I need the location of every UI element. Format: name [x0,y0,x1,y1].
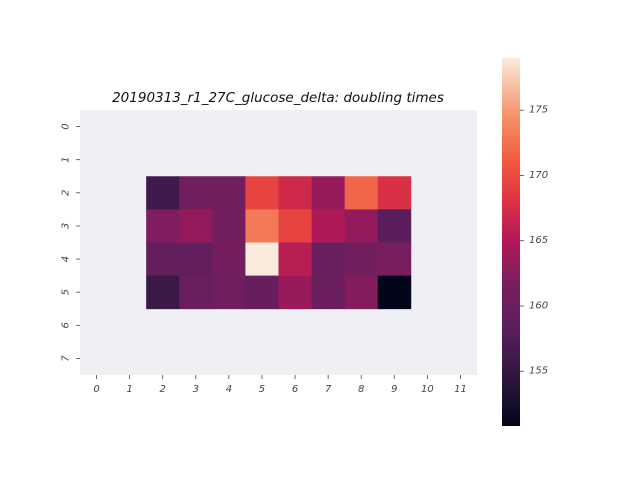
heatmap-cell-r3-c5 [245,209,279,243]
colorbar-tick-label: 170 [529,170,548,181]
heatmap-cell-r2-c8 [344,176,379,210]
heatmap-cell-r2-c2 [146,176,180,210]
heatmap-cell-r5-c8 [344,275,379,310]
colorbar-tick-label: 175 [529,105,548,116]
chart-title: 20190313_r1_27C_glucose_delta: doubling … [112,90,444,106]
colorbar [502,58,520,426]
x-axis-ticks: 0 1 2 3 4 5 6 7 8 9 10 11 [93,375,467,395]
x-tick-label: 6 [292,384,298,395]
heatmap-cells [146,176,412,310]
heatmap-cell-r5-c9 [377,275,412,310]
y-tick-label: 6 [61,322,72,328]
heatmap-cell-r3-c6 [278,209,312,243]
heatmap-cell-r5-c4 [212,275,246,310]
heatmap-cell-r4-c8 [344,242,379,277]
colorbar-tick-label: 160 [529,300,548,311]
heatmap-cell-r3-c4 [212,209,246,243]
heatmap-cell-r4-c9 [377,242,412,277]
x-tick-label: 5 [259,384,265,395]
y-tick-label: 3 [61,223,72,229]
x-tick-label: 4 [226,384,232,395]
heatmap-cell-r5-c3 [179,275,213,310]
heatmap-cell-r3-c3 [179,209,213,243]
y-tick-label: 4 [61,256,72,262]
heatmap-cell-r3-c9 [377,209,412,243]
colorbar-ticks: 155 160 165 170 175 [520,105,548,377]
x-tick-label: 9 [391,384,397,395]
heatmap-cell-r2-c4 [212,176,246,210]
heatmap-cell-r2-c7 [311,176,346,210]
heatmap-cell-r5-c5 [245,275,279,310]
heatmap-cell-r2-c9 [377,176,412,210]
x-tick-label: 8 [358,384,364,395]
x-tick-label: 2 [160,384,166,395]
heatmap-cell-r4-c3 [179,242,213,277]
x-tick-label: 7 [325,384,332,395]
heatmap-cell-r4-c7 [311,242,346,277]
heatmap-cell-r5-c6 [278,275,312,310]
heatmap-cell-r4-c5 [245,242,279,277]
heatmap-cell-r5-c2 [146,275,180,310]
colorbar-tick-label: 155 [529,366,548,377]
x-tick-label: 1 [126,384,132,395]
colorbar-tick-label: 165 [529,235,548,246]
heatmap-cell-r4-c6 [278,242,312,277]
y-tick-label: 5 [61,289,72,295]
x-tick-label: 10 [421,384,434,395]
heatmap-cell-r3-c8 [344,209,379,243]
x-tick-label: 3 [193,384,199,395]
x-tick-label: 0 [93,384,99,395]
heatmap-cell-r2-c6 [278,176,312,210]
heatmap-cell-r3-c7 [311,209,346,243]
heatmap-cell-r3-c2 [146,209,180,243]
x-tick-label: 11 [454,384,467,395]
y-tick-label: 7 [61,355,72,362]
y-axis-ticks: 0 1 2 3 4 5 6 7 [61,123,80,362]
heatmap-cell-r4-c4 [212,242,246,277]
y-tick-label: 2 [61,190,72,196]
y-tick-label: 1 [61,157,72,163]
heatmap-cell-r2-c3 [179,176,213,210]
heatmap-cell-r2-c5 [245,176,279,210]
y-tick-label: 0 [61,123,72,129]
heatmap-cell-r5-c7 [311,275,346,310]
heatmap-cell-r4-c2 [146,242,180,277]
